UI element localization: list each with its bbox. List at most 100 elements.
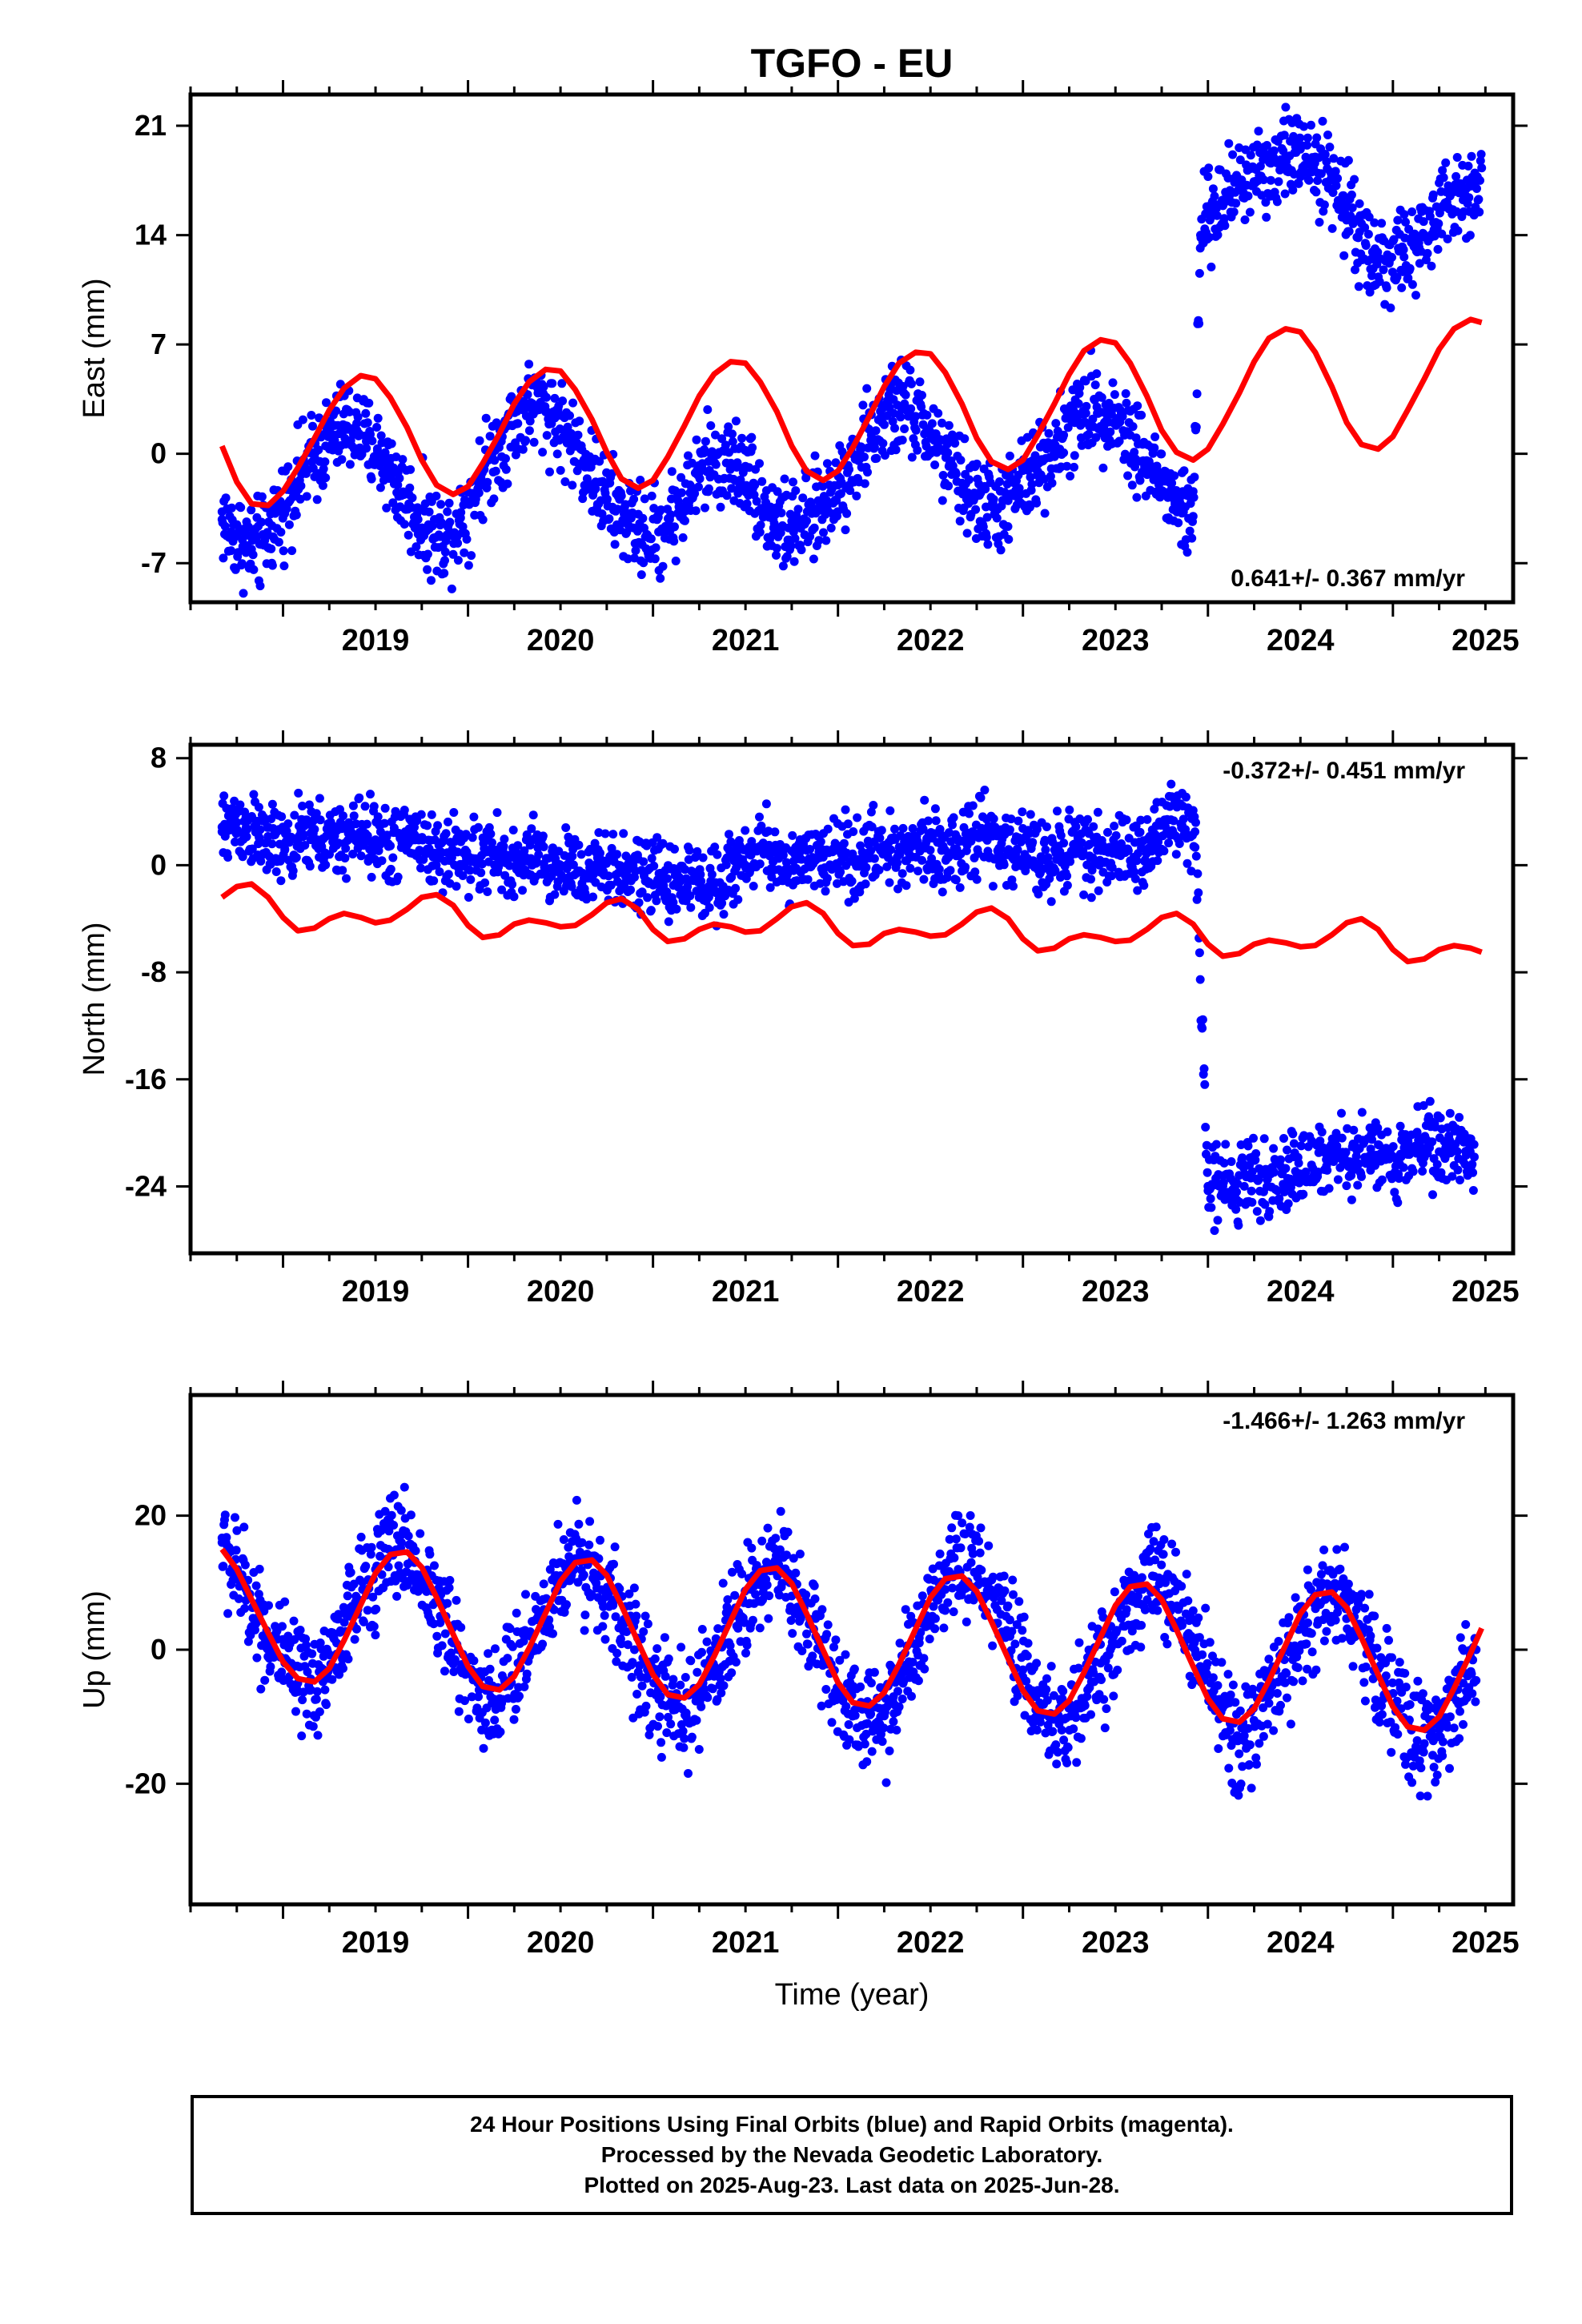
data-point xyxy=(518,886,527,895)
data-point xyxy=(930,460,940,469)
data-point xyxy=(685,891,695,901)
data-point xyxy=(256,1684,266,1694)
data-point xyxy=(801,473,811,483)
data-point xyxy=(1399,210,1409,219)
data-point xyxy=(1343,155,1353,165)
data-point xyxy=(742,499,752,509)
data-point xyxy=(693,846,702,856)
data-point xyxy=(969,496,978,505)
data-point xyxy=(711,460,721,469)
data-point xyxy=(1195,319,1204,328)
data-point xyxy=(1405,263,1415,273)
data-point xyxy=(302,492,311,501)
data-point xyxy=(538,448,548,457)
data-point xyxy=(880,451,889,460)
data-point xyxy=(534,850,544,859)
data-point xyxy=(950,439,960,448)
data-point xyxy=(1476,150,1486,159)
data-point xyxy=(1360,223,1370,232)
data-point xyxy=(585,1517,595,1526)
data-point xyxy=(632,1690,642,1699)
data-point xyxy=(1130,462,1139,472)
data-point xyxy=(669,898,678,907)
data-point xyxy=(666,510,676,520)
data-point xyxy=(823,824,833,834)
data-point xyxy=(1252,140,1262,150)
data-point xyxy=(624,1589,634,1598)
data-point xyxy=(1198,1015,1207,1024)
data-point xyxy=(435,867,444,877)
data-point xyxy=(274,537,283,547)
data-point xyxy=(1295,133,1305,143)
data-point xyxy=(1170,471,1179,480)
data-point xyxy=(467,551,476,561)
data-point xyxy=(901,881,911,891)
data-point xyxy=(1276,1155,1285,1164)
data-point xyxy=(1363,230,1373,239)
data-point xyxy=(1074,399,1083,408)
data-point xyxy=(287,546,297,556)
data-point xyxy=(1283,1199,1293,1208)
data-point xyxy=(484,1649,493,1659)
data-point xyxy=(267,561,277,570)
data-point xyxy=(1467,151,1476,161)
data-point xyxy=(1455,1112,1464,1122)
data-point xyxy=(1235,155,1245,165)
data-point xyxy=(589,868,599,878)
data-point xyxy=(280,846,290,854)
data-point xyxy=(949,813,958,822)
data-point xyxy=(1269,1144,1279,1153)
data-point xyxy=(757,476,767,486)
data-point xyxy=(367,436,377,445)
data-point xyxy=(234,1594,243,1603)
data-point xyxy=(842,509,852,518)
data-point xyxy=(860,452,869,462)
data-point xyxy=(736,475,745,485)
data-point xyxy=(938,887,947,897)
data-point xyxy=(556,465,565,475)
data-point xyxy=(917,855,926,865)
data-point xyxy=(704,892,713,902)
data-point xyxy=(346,1568,355,1577)
data-point xyxy=(1299,122,1309,131)
data-point xyxy=(388,498,398,508)
data-point xyxy=(1294,1158,1303,1168)
data-point xyxy=(512,1608,521,1618)
data-point xyxy=(683,882,693,891)
data-point xyxy=(962,529,972,538)
data-point xyxy=(1347,203,1357,212)
y-tick-label: 0 xyxy=(151,848,167,881)
data-point xyxy=(251,1581,261,1590)
data-point xyxy=(330,436,339,445)
data-point xyxy=(608,830,618,839)
data-point xyxy=(363,1606,372,1615)
data-point xyxy=(931,816,941,826)
data-point xyxy=(1453,1165,1463,1175)
data-point xyxy=(568,860,578,870)
data-point xyxy=(1199,1064,1209,1073)
data-point xyxy=(599,870,608,880)
data-point xyxy=(1303,140,1312,150)
data-point xyxy=(1219,1178,1228,1188)
data-point xyxy=(255,825,265,834)
data-point xyxy=(704,484,713,493)
data-point xyxy=(968,801,978,810)
data-point xyxy=(1476,175,1484,185)
data-point xyxy=(1246,151,1255,160)
data-point xyxy=(866,807,876,817)
data-point xyxy=(508,826,518,834)
data-point xyxy=(1232,1187,1241,1196)
data-point xyxy=(299,830,308,839)
data-point xyxy=(480,1718,490,1727)
data-point xyxy=(1091,432,1101,442)
data-point xyxy=(313,1731,323,1740)
data-point xyxy=(652,833,662,842)
data-point xyxy=(836,489,845,498)
data-point xyxy=(1355,199,1364,208)
data-point xyxy=(458,522,468,532)
data-point xyxy=(1071,822,1081,831)
data-point xyxy=(503,479,512,489)
data-point xyxy=(430,1561,439,1570)
data-point xyxy=(944,481,954,491)
data-point xyxy=(765,840,774,850)
